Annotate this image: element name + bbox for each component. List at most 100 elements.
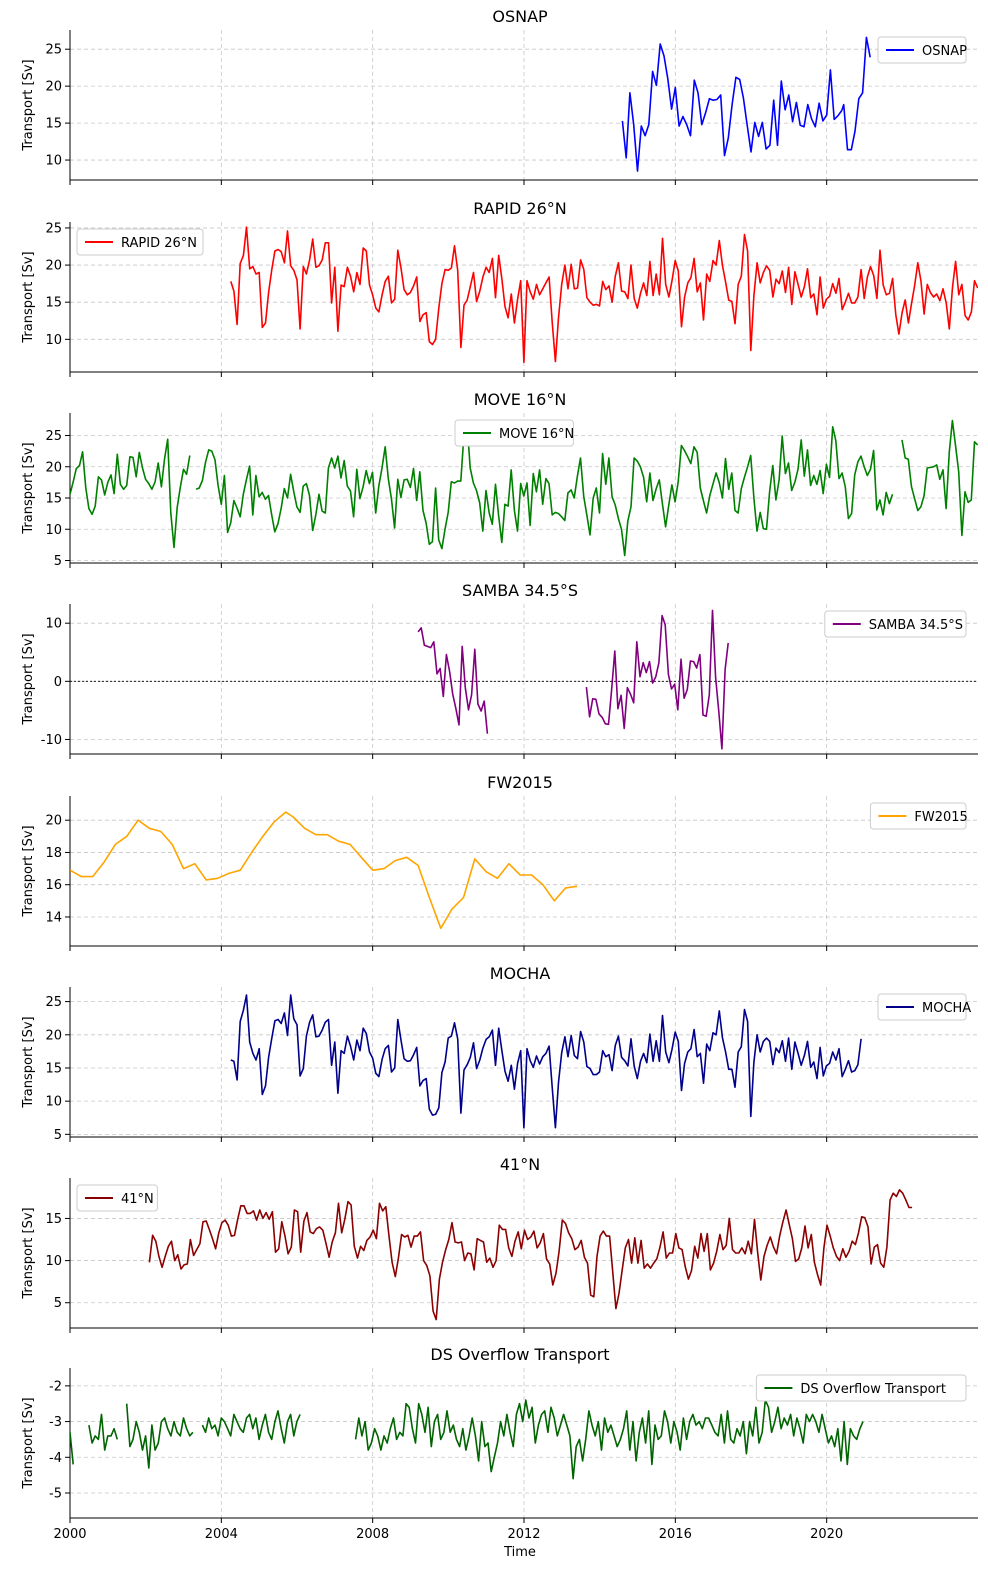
legend-label: MOVE 16°N <box>499 427 574 442</box>
x-tick-label: 2020 <box>810 1527 843 1542</box>
x-tick-label: 2000 <box>53 1527 86 1542</box>
x-axis-label: Time <box>503 1545 536 1560</box>
legend: OSNAP <box>877 36 967 64</box>
y-tick-label: -10 <box>41 733 62 748</box>
y-tick-label: 0 <box>54 675 62 690</box>
panel-1: 10 15 20 25 OSNAP Transport [Sv] OSNAP <box>21 7 978 185</box>
legend: MOCHA <box>877 993 971 1021</box>
y-tick-label: 25 <box>45 995 62 1010</box>
y-tick-label: 10 <box>45 154 62 169</box>
legend-frame <box>76 1184 158 1212</box>
series-line <box>88 1413 119 1451</box>
y-axis-label: Transport [Sv] <box>21 251 36 343</box>
y-tick-label: -3 <box>49 1415 62 1430</box>
legend: RAPID 26°N <box>76 228 204 256</box>
legend-label: DS Overflow Transport <box>800 1382 946 1397</box>
panel-title: DS Overflow Transport <box>430 1345 609 1364</box>
legend-frame <box>755 1374 967 1402</box>
x-tick-label: 2008 <box>356 1527 389 1542</box>
panel-5: 14 16 18 20 FW2015 Transport [Sv] FW2015 <box>21 773 978 951</box>
y-tick-label: 20 <box>45 460 62 475</box>
panel-4: -10 0 10 SAMBA 34.5°S Transport [Sv] SAMBA 34… <box>21 581 978 759</box>
panel-title: OSNAP <box>492 7 548 26</box>
y-axis-label: Transport [Sv] <box>21 1207 36 1299</box>
panel-7: 5 10 15 41°N Transport [Sv] 41°N <box>21 1155 978 1333</box>
legend: DS Overflow Transport <box>755 1374 967 1402</box>
legend-label: 41°N <box>121 1192 154 1207</box>
series-group <box>230 994 862 1129</box>
y-tick-label: 5 <box>54 554 62 569</box>
y-tick-label: 15 <box>45 492 62 507</box>
legend-frame <box>877 36 967 64</box>
y-tick-label: 10 <box>45 1254 62 1269</box>
series-line <box>621 43 843 172</box>
series-group <box>70 419 978 557</box>
y-tick-label: 10 <box>45 523 62 538</box>
series-line <box>148 1189 913 1321</box>
y-tick-label: 25 <box>45 221 62 236</box>
y-tick-label: 15 <box>45 117 62 132</box>
y-tick-label: 5 <box>54 1128 62 1143</box>
legend-label: OSNAP <box>922 44 967 59</box>
legend: FW2015 <box>869 802 968 830</box>
series-line <box>70 811 578 930</box>
panel-title: MOCHA <box>490 964 551 983</box>
y-axis-label: Transport [Sv] <box>21 1397 36 1489</box>
y-tick-label: 14 <box>45 910 62 925</box>
y-tick-label: 20 <box>45 1028 62 1043</box>
series-line <box>901 419 978 537</box>
y-tick-label: 10 <box>45 333 62 348</box>
y-tick-label: -2 <box>49 1379 62 1394</box>
series-line <box>70 1432 74 1465</box>
series-line <box>195 422 894 557</box>
x-tick-label: 2004 <box>205 1527 238 1542</box>
y-axis-label: Transport [Sv] <box>21 1016 36 1108</box>
series-group <box>417 609 729 750</box>
y-tick-label: 20 <box>45 814 62 829</box>
series-line <box>841 36 871 151</box>
y-axis-label: Transport [Sv] <box>21 825 36 917</box>
y-tick-label: 16 <box>45 878 62 893</box>
panel-title: SAMBA 34.5°S <box>462 581 578 600</box>
legend-frame <box>824 610 967 638</box>
panel-title: MOVE 16°N <box>474 390 567 409</box>
panel-title: RAPID 26°N <box>473 199 567 218</box>
legend-label: FW2015 <box>914 810 967 825</box>
series-group <box>621 36 871 172</box>
y-tick-label: 10 <box>45 617 62 632</box>
y-tick-label: 25 <box>45 43 62 58</box>
series-group <box>70 1399 864 1480</box>
legend-frame <box>877 993 967 1021</box>
series-line <box>585 609 729 750</box>
legend-frame <box>76 228 204 256</box>
panel-8: -5 -4 -3 -2 DS Overflow Transport Transport [… <box>21 1345 978 1523</box>
y-tick-label: 25 <box>45 429 62 444</box>
legend-label: RAPID 26°N <box>121 236 197 251</box>
x-tick-label: 2016 <box>659 1527 692 1542</box>
y-axis-label: Transport [Sv] <box>21 59 36 151</box>
legend-frame <box>454 419 574 447</box>
y-axis-label: Transport [Sv] <box>21 442 36 534</box>
legend-label: MOCHA <box>922 1001 971 1016</box>
legend-label: SAMBA 34.5°S <box>869 618 963 633</box>
panel-title: 41°N <box>500 1155 540 1174</box>
y-tick-label: 15 <box>45 296 62 311</box>
y-tick-label: 15 <box>45 1061 62 1076</box>
series-line <box>417 627 489 734</box>
series-line <box>354 1399 864 1480</box>
series-line <box>70 438 191 549</box>
panel-6: 5 10 15 20 25 MOCHA Transport [Sv] MOCHA <box>21 964 978 1143</box>
y-tick-label: -4 <box>49 1451 62 1466</box>
series-group <box>148 1189 913 1321</box>
y-axis-label: Transport [Sv] <box>21 633 36 725</box>
legend: SAMBA 34.5°S <box>824 610 967 638</box>
series-line <box>230 994 862 1129</box>
y-tick-label: -5 <box>49 1487 62 1502</box>
y-tick-label: 18 <box>45 846 62 861</box>
series-line <box>125 1403 194 1469</box>
series-line <box>230 226 978 364</box>
series-group <box>230 226 978 364</box>
panel-title: FW2015 <box>487 773 553 792</box>
y-tick-label: 20 <box>45 259 62 274</box>
